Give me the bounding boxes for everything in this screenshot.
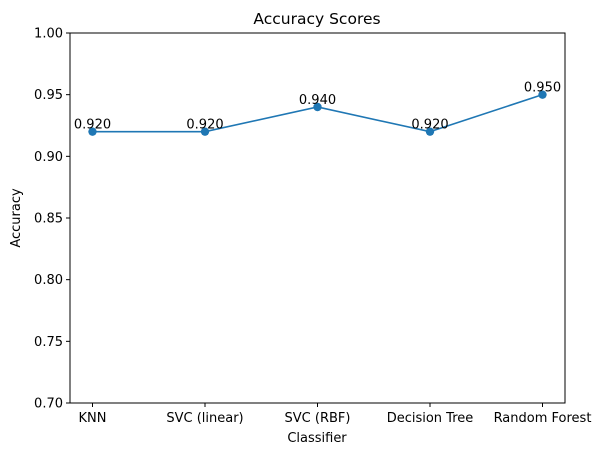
data-label: 0.920 <box>411 118 448 133</box>
y-tick-label: 0.95 <box>34 88 63 103</box>
data-point <box>88 127 97 136</box>
x-tick-label: Decision Tree <box>387 411 474 426</box>
x-tick-label: SVC (RBF) <box>285 411 351 426</box>
plot-area: 0.920 0.920 0.940 0.920 0.950 <box>74 81 561 136</box>
x-tick-label: Random Forest <box>494 411 592 426</box>
x-axis-label: Classifier <box>287 431 347 446</box>
data-point <box>425 127 435 136</box>
y-tick-label: 0.70 <box>34 397 63 412</box>
x-tick-label: SVC (linear) <box>166 411 243 426</box>
y-tick-label: 0.85 <box>34 212 63 227</box>
data-label: 0.920 <box>74 118 111 133</box>
data-point <box>538 90 547 99</box>
data-point <box>200 127 210 136</box>
y-axis-label: Accuracy <box>9 188 24 248</box>
data-label: 0.950 <box>524 81 561 96</box>
y-tick-label: 0.75 <box>34 335 63 350</box>
data-label: 0.920 <box>186 118 223 133</box>
data-point <box>313 102 322 112</box>
y-tick-label: 1.00 <box>34 27 63 42</box>
chart-title: Accuracy Scores <box>253 10 380 28</box>
data-label: 0.940 <box>299 93 336 108</box>
x-tick-label: KNN <box>79 411 107 426</box>
plot-frame <box>69 32 566 404</box>
y-tick-label: 0.80 <box>34 273 63 288</box>
y-tick-label: 0.90 <box>34 150 63 165</box>
